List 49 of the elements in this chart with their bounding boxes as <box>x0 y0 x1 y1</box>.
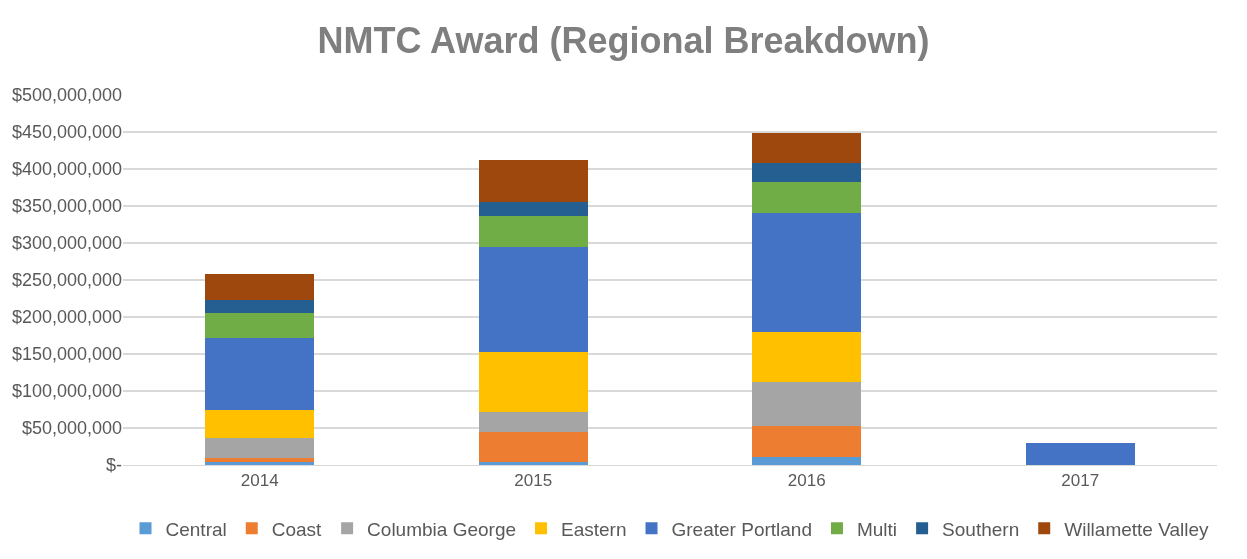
legend-label: Eastern <box>561 518 627 540</box>
bar <box>1025 442 1135 465</box>
bar <box>752 132 862 164</box>
legend-label: Columbia George <box>367 518 517 540</box>
bar <box>478 202 588 216</box>
bar <box>752 212 862 332</box>
bar <box>478 462 588 465</box>
x-tick-label: 2017 <box>1061 471 1100 491</box>
bar <box>478 351 588 412</box>
bar <box>752 425 862 457</box>
y-tick-label: $50,000,000 <box>21 418 122 439</box>
y-tick-label: $500,000,000 <box>11 85 122 106</box>
bar <box>752 331 862 383</box>
bar <box>205 457 315 463</box>
legend-label: Central <box>165 518 227 540</box>
legend-label: Willamette Valley <box>1064 518 1210 540</box>
chart-title: NMTC Award (Regional Breakdown) <box>317 20 930 62</box>
legend-label: Multi <box>856 518 898 540</box>
bar <box>752 163 862 183</box>
bar <box>478 215 588 247</box>
y-tick-label: $200,000,000 <box>11 307 122 328</box>
y-tick-label: $150,000,000 <box>11 344 122 365</box>
y-tick-label: $300,000,000 <box>11 233 122 254</box>
legend-label: Greater Portland <box>671 518 812 540</box>
bar <box>752 382 862 426</box>
bar <box>205 312 315 338</box>
bar <box>752 456 862 465</box>
bar <box>752 182 862 213</box>
bar <box>205 337 315 410</box>
bar <box>205 437 315 458</box>
bar <box>205 299 315 313</box>
bar <box>205 274 315 300</box>
bar <box>478 431 588 463</box>
legend-label: Coast <box>271 518 323 540</box>
bar <box>205 462 315 465</box>
x-tick-label: 2014 <box>240 471 279 491</box>
x-tick-label: 2016 <box>787 471 826 491</box>
bar <box>205 409 315 438</box>
y-tick-label: $350,000,000 <box>11 196 122 217</box>
bar <box>478 246 588 352</box>
y-tick-label: $- <box>105 455 122 476</box>
y-tick-label: $400,000,000 <box>11 159 122 180</box>
y-tick-label: $450,000,000 <box>11 122 122 143</box>
x-tick-label: 2015 <box>514 471 553 491</box>
y-tick-label: $250,000,000 <box>11 270 122 291</box>
bar <box>478 411 588 432</box>
y-tick-label: $100,000,000 <box>11 381 122 402</box>
bar <box>478 160 588 203</box>
legend-label: Southern <box>942 518 1020 540</box>
